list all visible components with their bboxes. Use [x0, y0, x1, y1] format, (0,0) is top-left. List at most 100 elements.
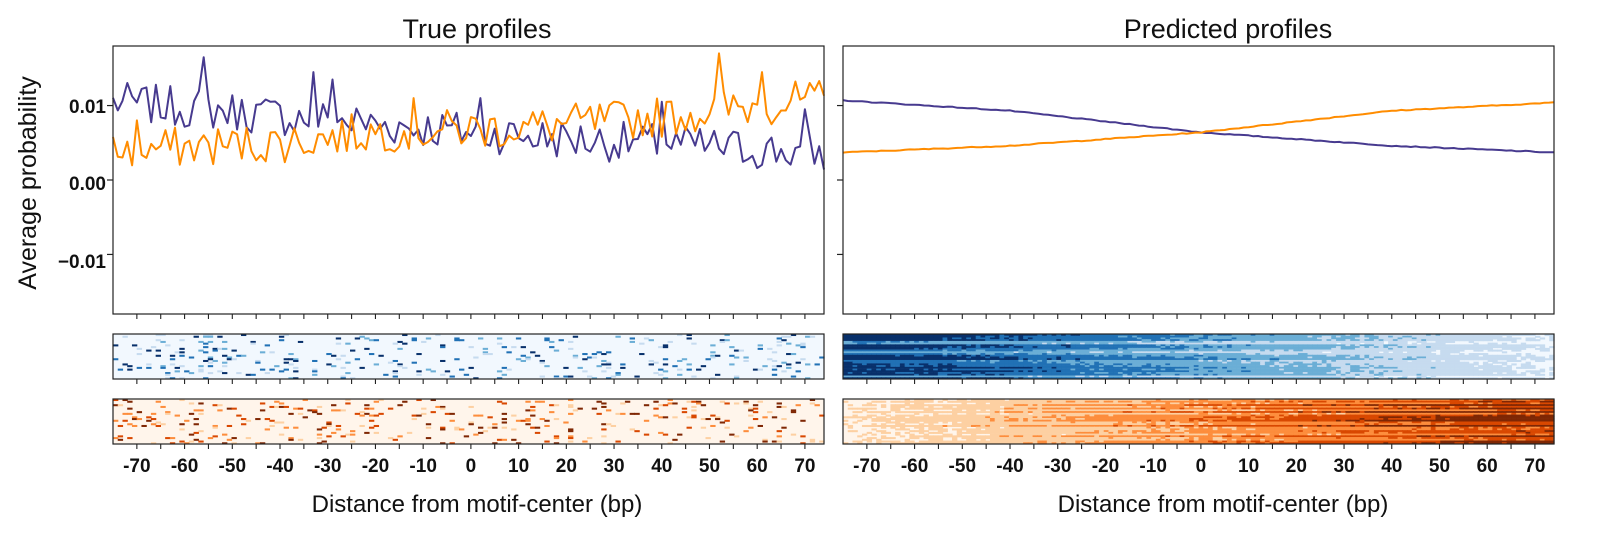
heatmap-cell — [1506, 347, 1512, 350]
heatmap-cell — [1027, 334, 1034, 337]
heatmap-cell — [933, 339, 939, 342]
heatmap-cell — [169, 363, 176, 366]
heatmap-cell — [942, 370, 948, 373]
heatmap-cell — [1179, 372, 1185, 375]
heatmap-cell — [1473, 353, 1479, 356]
heatmap-cell — [1075, 365, 1081, 368]
heatmap-cell — [477, 431, 484, 434]
heatmap-cell — [748, 426, 754, 429]
heatmap-cell — [1141, 344, 1147, 347]
heatmap-cell — [970, 370, 977, 373]
heatmap-cell — [1373, 366, 1380, 369]
heatmap-cell — [1468, 340, 1475, 343]
heatmap-cell — [1364, 372, 1370, 375]
heatmap-cell — [980, 368, 986, 371]
heatmap-cell — [1241, 366, 1247, 369]
heatmap-cell — [956, 337, 963, 340]
heatmap-cell — [1421, 370, 1427, 373]
heatmap-cell — [1407, 399, 1413, 402]
heatmap-cell — [866, 353, 873, 356]
heatmap-cell — [909, 342, 915, 345]
heatmap-cell — [1037, 334, 1043, 337]
heatmap-cell — [975, 372, 982, 375]
heatmap-cell — [1354, 365, 1361, 368]
heatmap-cell — [1226, 363, 1233, 366]
heatmap-cell — [1530, 358, 1536, 361]
heatmap-cell — [1241, 400, 1247, 403]
heatmap-cell — [852, 340, 858, 343]
heatmap-cell — [719, 340, 726, 343]
heatmap-cell — [861, 356, 868, 359]
heatmap-cell — [890, 339, 896, 342]
heatmap-cell — [1027, 358, 1034, 361]
heatmap-cell — [1113, 353, 1119, 356]
heatmap-cell — [928, 339, 934, 342]
heatmap-cell — [1103, 347, 1110, 350]
heatmap-cell — [1151, 351, 1157, 354]
heatmap-cell — [729, 346, 735, 349]
heatmap-cell — [359, 411, 365, 414]
heatmap-cell — [359, 366, 365, 369]
heatmap-cell — [904, 361, 910, 364]
heatmap-cell — [1331, 353, 1337, 356]
heatmap-cell — [1544, 358, 1550, 361]
heatmap-cell — [1094, 375, 1100, 378]
heatmap-cell — [1444, 340, 1451, 343]
heatmap-cell — [1075, 346, 1081, 349]
heatmap-cell — [1193, 365, 1200, 368]
heatmap-cell — [1350, 349, 1356, 352]
heatmap-cell — [1397, 368, 1403, 371]
heatmap-cell — [1444, 356, 1451, 359]
heatmap-cell — [1407, 353, 1413, 356]
heatmap-cell — [700, 418, 707, 421]
heatmap-cell — [1535, 400, 1541, 403]
heatmap-cell — [1407, 347, 1413, 350]
heatmap-cell — [1492, 370, 1498, 373]
heatmap-cell — [1032, 361, 1038, 364]
heatmap-cell — [1402, 400, 1408, 403]
heatmap-cell — [1520, 347, 1527, 350]
heatmap-cell — [226, 407, 233, 410]
heatmap-cell — [1350, 356, 1356, 359]
heatmap-cell — [1226, 339, 1233, 342]
heatmap-cell — [1440, 365, 1446, 368]
heatmap-cell — [482, 430, 489, 433]
heatmap-cell — [923, 337, 929, 340]
heatmap-cell — [615, 412, 621, 415]
heatmap-cell — [1179, 359, 1185, 362]
heatmap-cell — [1511, 349, 1517, 352]
heatmap-cell — [1122, 368, 1128, 371]
heatmap-cell — [1075, 342, 1081, 345]
heatmap-cell — [861, 365, 868, 368]
heatmap-cell — [942, 359, 948, 362]
heatmap-cell — [1392, 337, 1399, 340]
heatmap-cell — [1317, 340, 1323, 343]
heatmap-cell — [1364, 373, 1370, 376]
heatmap-cell — [1004, 347, 1010, 350]
heatmap-cell — [1468, 347, 1475, 350]
heatmap-cell — [1345, 351, 1351, 354]
heatmap-cell — [1098, 361, 1105, 364]
heatmap-cell — [866, 373, 873, 376]
heatmap-cell — [1520, 400, 1527, 403]
heatmap-cell — [895, 347, 901, 350]
heatmap-cell — [1345, 346, 1351, 349]
heatmap-cell — [1468, 366, 1475, 369]
heatmap-cell — [1293, 334, 1299, 337]
heatmap-cell — [1506, 354, 1512, 357]
heatmap-cell — [1402, 353, 1408, 356]
heatmap-cell — [601, 359, 607, 362]
heatmap-cell — [743, 402, 749, 405]
heatmap-cell — [885, 347, 891, 350]
heatmap-cell — [1307, 377, 1313, 380]
heatmap-cell — [1226, 351, 1233, 354]
heatmap-cell — [1288, 346, 1294, 349]
heatmap-cell — [1444, 373, 1451, 376]
heatmap-cell — [1141, 372, 1147, 375]
heatmap-cell — [1222, 351, 1228, 354]
heatmap-cell — [933, 373, 939, 376]
heatmap-cell — [653, 414, 659, 417]
heatmap-cell — [1345, 363, 1351, 366]
heatmap-cell — [601, 402, 607, 405]
heatmap-cell — [1279, 359, 1285, 362]
